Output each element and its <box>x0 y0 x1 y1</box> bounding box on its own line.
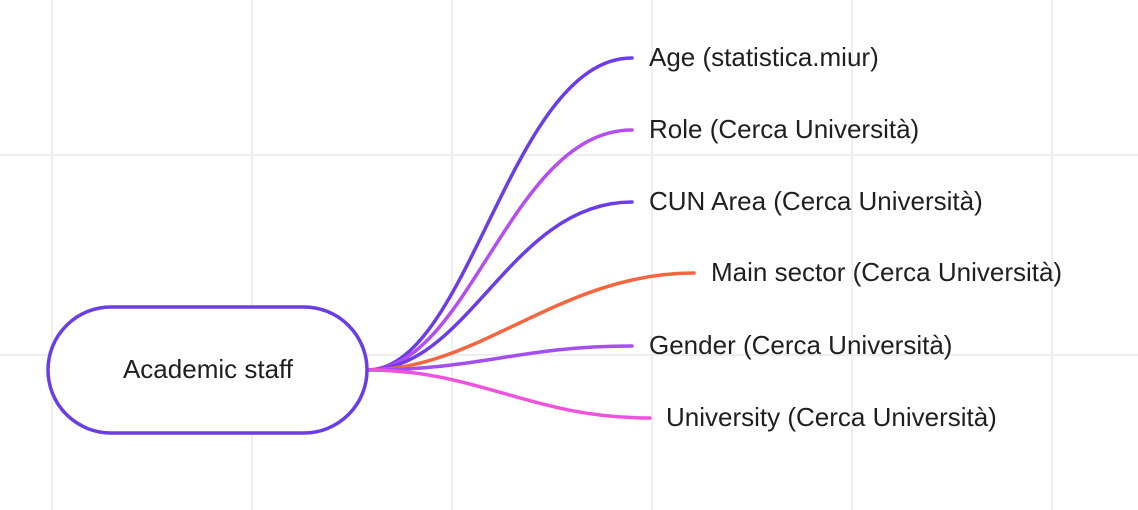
connector <box>365 128 634 372</box>
connectors <box>365 56 696 420</box>
connector <box>365 368 652 420</box>
branch-label[interactable]: Main sector (Cerca Università) <box>711 257 1062 287</box>
root-node[interactable] <box>46 305 369 435</box>
connector <box>365 200 634 372</box>
branch-label[interactable]: CUN Area (Cerca Università) <box>649 186 983 216</box>
branch-label[interactable]: Age (statistica.miur) <box>649 42 879 72</box>
branch-label[interactable]: Gender (Cerca Università) <box>649 330 952 360</box>
branch-label[interactable]: Role (Cerca Università) <box>649 114 919 144</box>
connector <box>365 271 696 372</box>
connector <box>365 344 634 372</box>
branch-label[interactable]: University (Cerca Università) <box>666 402 997 432</box>
connector <box>365 56 634 372</box>
root-label[interactable]: Academic staff <box>123 354 294 384</box>
